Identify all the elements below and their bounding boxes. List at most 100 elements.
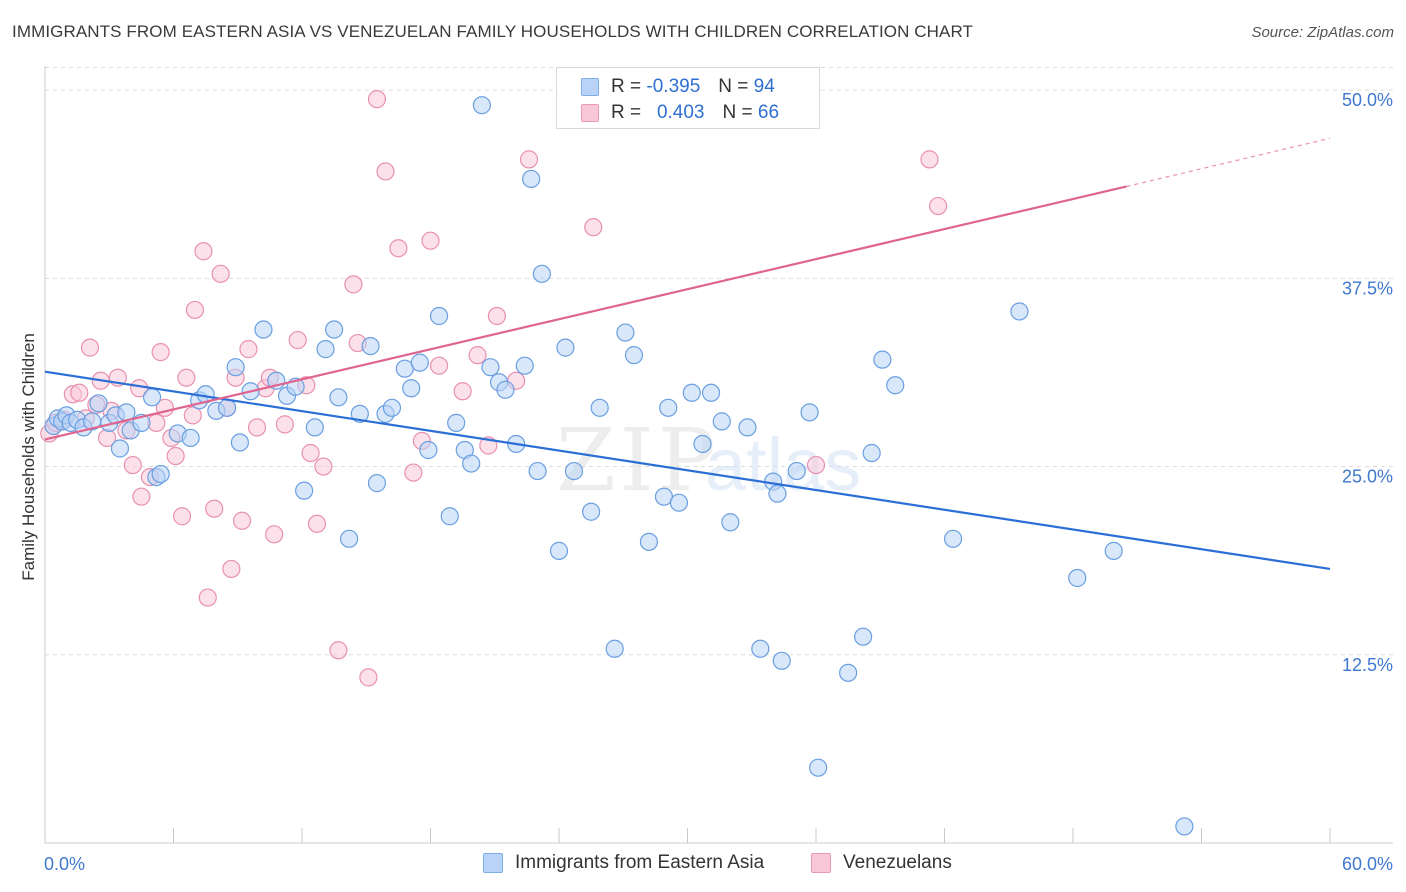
blue-point — [305, 418, 324, 437]
pink-point — [232, 511, 252, 530]
blue-point — [522, 169, 541, 189]
blue-point — [549, 541, 569, 560]
blue-trend-line — [44, 370, 1331, 571]
y-tick-label: 50.0% — [1342, 90, 1393, 110]
blue-point — [862, 443, 881, 463]
blue-point — [325, 320, 344, 339]
blue-point — [142, 388, 162, 407]
pink-point — [132, 487, 151, 506]
blue-point — [605, 639, 624, 658]
pink-trend-extension — [1126, 137, 1331, 188]
n-label: N = — [718, 76, 749, 97]
blue-point — [693, 434, 712, 454]
x-tick-label: 0.0% — [44, 854, 85, 874]
blue-point — [110, 439, 130, 458]
pink-point — [344, 275, 363, 294]
blue-point — [564, 461, 584, 481]
trend-lines — [44, 137, 1331, 571]
x-tick-label: 60.0% — [1342, 854, 1393, 874]
pink-point — [239, 340, 258, 359]
blue-point — [515, 356, 534, 375]
pink-point — [80, 338, 100, 357]
source-label: Source: ZipAtlas.com — [1251, 24, 1394, 41]
pink-point — [288, 330, 307, 350]
pink-point — [247, 418, 267, 437]
pink-point — [928, 196, 948, 216]
blue-point — [582, 502, 601, 521]
blue-point — [787, 461, 806, 481]
stats-legend: R = -0.395 N = 94 R = 0.403 N = 66 — [556, 67, 820, 129]
blue-point — [481, 358, 500, 377]
pink-point — [194, 242, 213, 261]
blue-point — [361, 336, 380, 356]
blue-point — [669, 493, 689, 512]
pink-point — [265, 525, 284, 544]
r-label: R = — [611, 76, 642, 97]
pink-point — [453, 382, 472, 401]
legend-item-venezuelans[interactable]: Venezuelans — [811, 852, 952, 874]
blue-point — [751, 639, 770, 658]
legend-label-venezuelans: Venezuelans — [843, 852, 952, 873]
blue-point — [616, 323, 635, 342]
x-tick-labels: 0.0% 60.0% — [44, 854, 1393, 874]
pink-point — [376, 162, 395, 181]
pink-point — [519, 150, 539, 169]
pink-point — [367, 90, 387, 109]
blue-swatch — [483, 853, 503, 873]
blue-point — [1068, 568, 1087, 588]
blue-point — [721, 513, 740, 532]
pink-point — [584, 218, 603, 237]
pink-point — [314, 457, 333, 476]
blue-point — [429, 306, 449, 326]
r-value: 0.403 — [656, 102, 705, 123]
blue-point — [496, 380, 515, 399]
blue-point — [419, 440, 438, 460]
pink-point — [429, 356, 449, 375]
pink-point — [301, 443, 320, 463]
blue-point — [528, 461, 547, 481]
pink-point — [487, 306, 506, 326]
n-label: N = — [722, 102, 753, 123]
pink-point — [307, 514, 327, 533]
legend-row-venezuelans: R = 0.403 N = 66 — [581, 101, 779, 125]
blue-point — [89, 394, 108, 413]
blue-point — [316, 340, 335, 359]
blue-point — [447, 413, 466, 432]
pink-point — [70, 383, 89, 402]
blue-point — [701, 383, 721, 402]
pink-point — [151, 343, 170, 362]
blue-point — [712, 412, 731, 431]
axes — [44, 66, 1393, 844]
blue-point — [590, 398, 609, 417]
blue-point — [254, 320, 273, 339]
legend-item-eastern-asia[interactable]: Immigrants from Eastern Asia — [483, 852, 764, 874]
n-value: 94 — [753, 76, 775, 97]
blue-point — [1010, 302, 1029, 321]
legend-label-eastern-asia: Immigrants from Eastern Asia — [515, 852, 765, 873]
blue-point — [854, 627, 873, 646]
series-legend: Immigrants from Eastern Asia Venezuelans — [0, 852, 1406, 878]
pink-point — [359, 668, 378, 687]
blue-point — [556, 338, 575, 357]
grid-lines — [45, 67, 1393, 656]
blue-point — [367, 474, 387, 493]
blue-point — [659, 398, 678, 417]
blue-point — [800, 403, 819, 422]
pink-point — [211, 264, 230, 283]
y-tick-labels: 12.5% 25.0% 37.5% 50.0% — [1342, 90, 1393, 675]
n-value: 66 — [757, 102, 780, 123]
blue-point — [440, 507, 459, 526]
blue-point — [295, 481, 314, 500]
blue-point — [768, 484, 787, 503]
y-tick-label: 25.0% — [1342, 467, 1393, 487]
blue-point — [217, 398, 237, 417]
blue-point — [472, 96, 491, 115]
watermark-zip: ZIP — [556, 411, 720, 511]
blue-point — [181, 428, 200, 448]
blue-point — [226, 358, 245, 377]
blue-point — [1175, 817, 1194, 836]
blue-point — [682, 383, 701, 402]
blue-point — [873, 350, 892, 369]
blue-point — [738, 418, 757, 437]
